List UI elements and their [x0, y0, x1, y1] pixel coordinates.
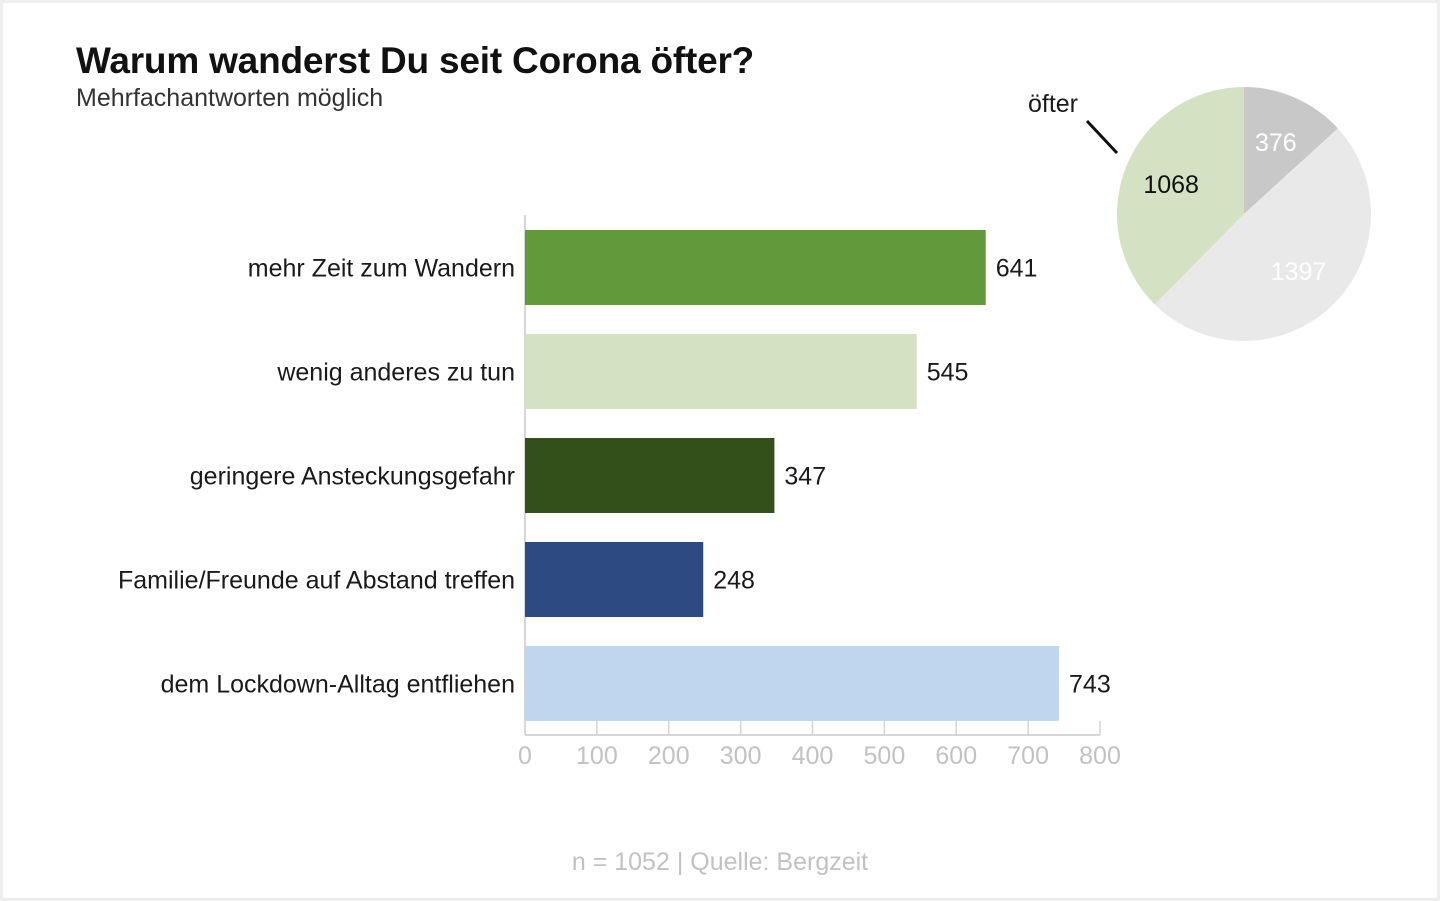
pie-value-label: 376 [1255, 129, 1297, 157]
x-tick-label: 0 [518, 742, 532, 770]
bar [525, 230, 986, 305]
x-tick-label: 300 [720, 742, 762, 770]
source-note: n = 1052 | Quelle: Bergzeit [571, 848, 869, 876]
pie-chart: 376 1397 1068 öfter [1028, 86, 1371, 341]
x-tick-label: 200 [648, 742, 690, 770]
bar-value-label: 347 [784, 463, 826, 491]
annotation-leader-line [1085, 119, 1119, 155]
category-label: geringere Ansteckungsgefahr [190, 463, 515, 491]
x-tick-label: 500 [864, 742, 906, 770]
bar [525, 334, 917, 409]
bar [525, 542, 704, 617]
x-tick-label: 800 [1079, 742, 1121, 770]
chart-subtitle: Mehrfachantworten möglich [76, 84, 384, 112]
bar [525, 438, 775, 513]
x-tick-label: 600 [935, 742, 977, 770]
category-label: mehr Zeit zum Wandern [248, 255, 515, 283]
category-label: Familie/Freunde auf Abstand treffen [118, 567, 515, 595]
pie-value-label: 1068 [1143, 171, 1199, 199]
pie-slice [1244, 87, 1338, 214]
x-tick-label: 100 [576, 742, 618, 770]
bar [525, 646, 1060, 721]
category-label: dem Lockdown-Alltag entfliehen [161, 671, 515, 699]
x-tick-label: 700 [1007, 742, 1049, 770]
pie-annotation-label: öfter [1028, 90, 1078, 118]
category-label: wenig anderes zu tun [276, 359, 515, 387]
bar-chart: 0 100 200 300 400 500 600 700 800 mehr Zeit zum W… [118, 215, 1121, 770]
chart-title: Warum wanderst Du seit Corona öfter? [76, 40, 755, 81]
bar-value-label: 248 [713, 567, 755, 595]
bar-value-label: 545 [927, 359, 969, 387]
x-tick-label: 400 [792, 742, 834, 770]
bar-value-label: 641 [996, 255, 1038, 283]
bar-value-label: 743 [1069, 671, 1111, 699]
pie-slice [1154, 128, 1371, 341]
pie-value-label: 1397 [1271, 258, 1327, 286]
pie-slice [1117, 86, 1244, 305]
